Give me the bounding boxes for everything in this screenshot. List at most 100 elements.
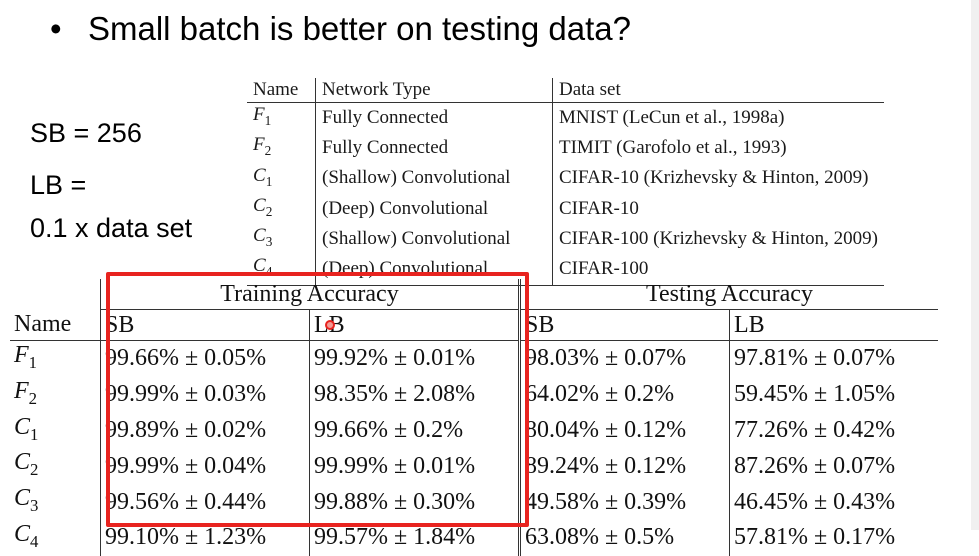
network-row: C1 (Shallow) Convolutional CIFAR-10 (Krizh… [247, 163, 884, 194]
column-header-test-lb: LB [729, 309, 938, 341]
network-table: Name Network Type Data set F1 Fully Conne… [247, 78, 884, 286]
network-name-symbol: C1 [253, 164, 273, 189]
test-lb-cell: 77.26% ± 0.42% [729, 412, 938, 449]
accuracy-name-subscript: 3 [30, 495, 39, 515]
network-name-symbol: C2 [253, 194, 273, 219]
network-row: C3 (Shallow) Convolutional CIFAR-100 (Kriz… [247, 224, 884, 255]
train-lb-cell: 98.35% ± 2.08% [309, 376, 520, 413]
network-name-symbol: C4 [253, 255, 273, 280]
accuracy-name: C4 [10, 520, 101, 556]
network-name: C1 [247, 164, 316, 194]
accuracy-name-symbol: C4 [14, 520, 39, 551]
network-row: F1 Fully Connected MNIST (LeCun et al., 19… [247, 102, 884, 134]
network-header-type: Network Type [315, 78, 553, 103]
network-type: (Deep) Convolutional [315, 193, 553, 225]
network-dataset: CIFAR-10 [551, 193, 884, 225]
accuracy-name-subscript: 2 [28, 388, 38, 408]
test-lb-cell: 87.26% ± 0.07% [729, 448, 938, 485]
network-table-header: Name Network Type Data set [247, 78, 884, 103]
network-name: C2 [247, 194, 316, 224]
train-lb-cell: 99.57% ± 1.84% [309, 519, 520, 556]
test-lb-cell: 46.45% ± 0.43% [729, 484, 938, 520]
accuracy-name-subscript: 1 [30, 424, 39, 444]
accuracy-row: F1 99.66% ± 0.05% 99.92% ± 0.01% 98.03% ± 0… [10, 340, 938, 377]
network-name-subscript: 2 [265, 203, 273, 219]
small-batch-note: SB = 256 [30, 118, 142, 148]
train-lb-cell: 99.66% ± 0.2% [309, 412, 520, 449]
network-dataset: CIFAR-10 (Krizhevsky & Hinton, 2009) [551, 163, 884, 194]
accuracy-row: C4 99.10% ± 1.23% 99.57% ± 1.84% 63.08% ± 0… [10, 519, 938, 556]
test-lb-cell: 57.81% ± 0.17% [729, 519, 938, 556]
accuracy-name-symbol: C3 [14, 485, 39, 515]
test-sb-cell: 63.08% ± 0.5% [518, 519, 730, 556]
train-sb-cell: 99.99% ± 0.04% [100, 448, 310, 485]
network-row: C2 (Deep) Convolutional CIFAR-10 [247, 193, 884, 225]
network-type: Fully Connected [315, 133, 553, 164]
large-batch-note-line2: 0.1 x data set [30, 213, 193, 243]
right-edge-strip [971, 0, 979, 530]
test-lb-cell: 97.81% ± 0.07% [729, 340, 938, 377]
train-sb-cell: 99.10% ± 1.23% [100, 519, 310, 556]
accuracy-name-symbol: F1 [14, 342, 38, 372]
network-name-subscript: 2 [264, 143, 272, 159]
train-lb-cell: 99.88% ± 0.30% [309, 484, 520, 520]
column-header-train-sb: SB [100, 309, 310, 341]
large-batch-note: LB = 0.1 x data set [30, 164, 192, 250]
group-header-testing: Testing Accuracy [518, 279, 938, 310]
network-name-subscript: 1 [264, 112, 272, 128]
accuracy-name: C1 [10, 413, 101, 449]
network-name: F1 [247, 103, 316, 134]
accuracy-name-symbol: C2 [14, 449, 39, 480]
group-header-training: Training Accuracy [100, 279, 520, 310]
network-name-subscript: 3 [265, 233, 273, 249]
test-sb-cell: 98.03% ± 0.07% [518, 340, 730, 377]
network-name-symbol: F1 [253, 104, 272, 128]
test-sb-cell: 89.24% ± 0.12% [518, 448, 730, 485]
slide-title: • Small batch is better on testing data? [50, 10, 631, 48]
network-table-body: F1 Fully Connected MNIST (LeCun et al., 19… [247, 102, 884, 286]
accuracy-group-header: Training Accuracy Testing Accuracy [10, 279, 938, 310]
network-name-symbol: C3 [253, 225, 273, 249]
group-header-blank [10, 279, 101, 310]
accuracy-row: F2 99.99% ± 0.03% 98.35% ± 2.08% 64.02% ± 0… [10, 376, 938, 413]
network-name-subscript: 1 [265, 173, 273, 189]
accuracy-name: F2 [10, 377, 101, 413]
pointer-cursor [325, 320, 335, 330]
network-name: C3 [247, 224, 316, 254]
network-row: F2 Fully Connected TIMIT (Garofolo et al.,… [247, 133, 884, 164]
accuracy-name-subscript: 2 [30, 460, 39, 480]
column-header-train-lb: LB [309, 309, 520, 341]
column-header-test-sb: SB [518, 309, 730, 341]
column-header-name: Name [10, 309, 101, 341]
accuracy-name: F1 [10, 341, 101, 377]
accuracy-column-header: Name SB LB SB LB [10, 309, 938, 341]
accuracy-name: C2 [10, 448, 101, 484]
network-name-symbol: F2 [253, 134, 272, 159]
network-dataset: CIFAR-100 (Krizhevsky & Hinton, 2009) [551, 224, 884, 255]
accuracy-row: C3 99.56% ± 0.44% 99.88% ± 0.30% 49.58% ± 0… [10, 484, 938, 520]
test-sb-cell: 64.02% ± 0.2% [518, 376, 730, 413]
accuracy-name-symbol: F2 [14, 377, 38, 408]
slide-title-text: Small batch is better on testing data? [88, 10, 631, 47]
test-sb-cell: 49.58% ± 0.39% [518, 484, 730, 520]
accuracy-row: C1 99.89% ± 0.02% 99.66% ± 0.2% 80.04% ± 0.… [10, 412, 938, 449]
accuracy-table: Training Accuracy Testing Accuracy Name … [10, 279, 938, 556]
accuracy-table-body: F1 99.66% ± 0.05% 99.92% ± 0.01% 98.03% ± 0… [10, 340, 938, 556]
accuracy-row: C2 99.99% ± 0.04% 99.99% ± 0.01% 89.24% ± 0… [10, 448, 938, 485]
network-type: (Shallow) Convolutional [315, 224, 553, 255]
train-sb-cell: 99.56% ± 0.44% [100, 484, 310, 520]
network-dataset: MNIST (LeCun et al., 1998a) [551, 102, 884, 134]
train-sb-cell: 99.66% ± 0.05% [100, 340, 310, 377]
large-batch-note-line1: LB = [30, 170, 87, 200]
test-lb-cell: 59.45% ± 1.05% [729, 376, 938, 413]
accuracy-name-symbol: C1 [14, 413, 39, 444]
accuracy-name-subscript: 1 [28, 352, 38, 372]
train-sb-cell: 99.89% ± 0.02% [100, 412, 310, 449]
bullet-glyph: • [50, 10, 62, 47]
train-lb-cell: 99.99% ± 0.01% [309, 448, 520, 485]
network-name-subscript: 4 [265, 264, 273, 280]
network-type: (Shallow) Convolutional [315, 163, 553, 194]
network-type: Fully Connected [315, 102, 553, 134]
accuracy-name-subscript: 4 [30, 531, 39, 551]
network-header-name: Name [247, 78, 316, 103]
